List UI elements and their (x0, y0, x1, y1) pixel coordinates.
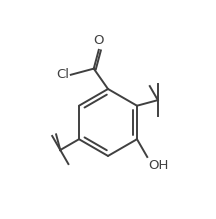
Text: OH: OH (148, 159, 168, 172)
Text: O: O (94, 34, 104, 47)
Text: Cl: Cl (57, 68, 70, 81)
